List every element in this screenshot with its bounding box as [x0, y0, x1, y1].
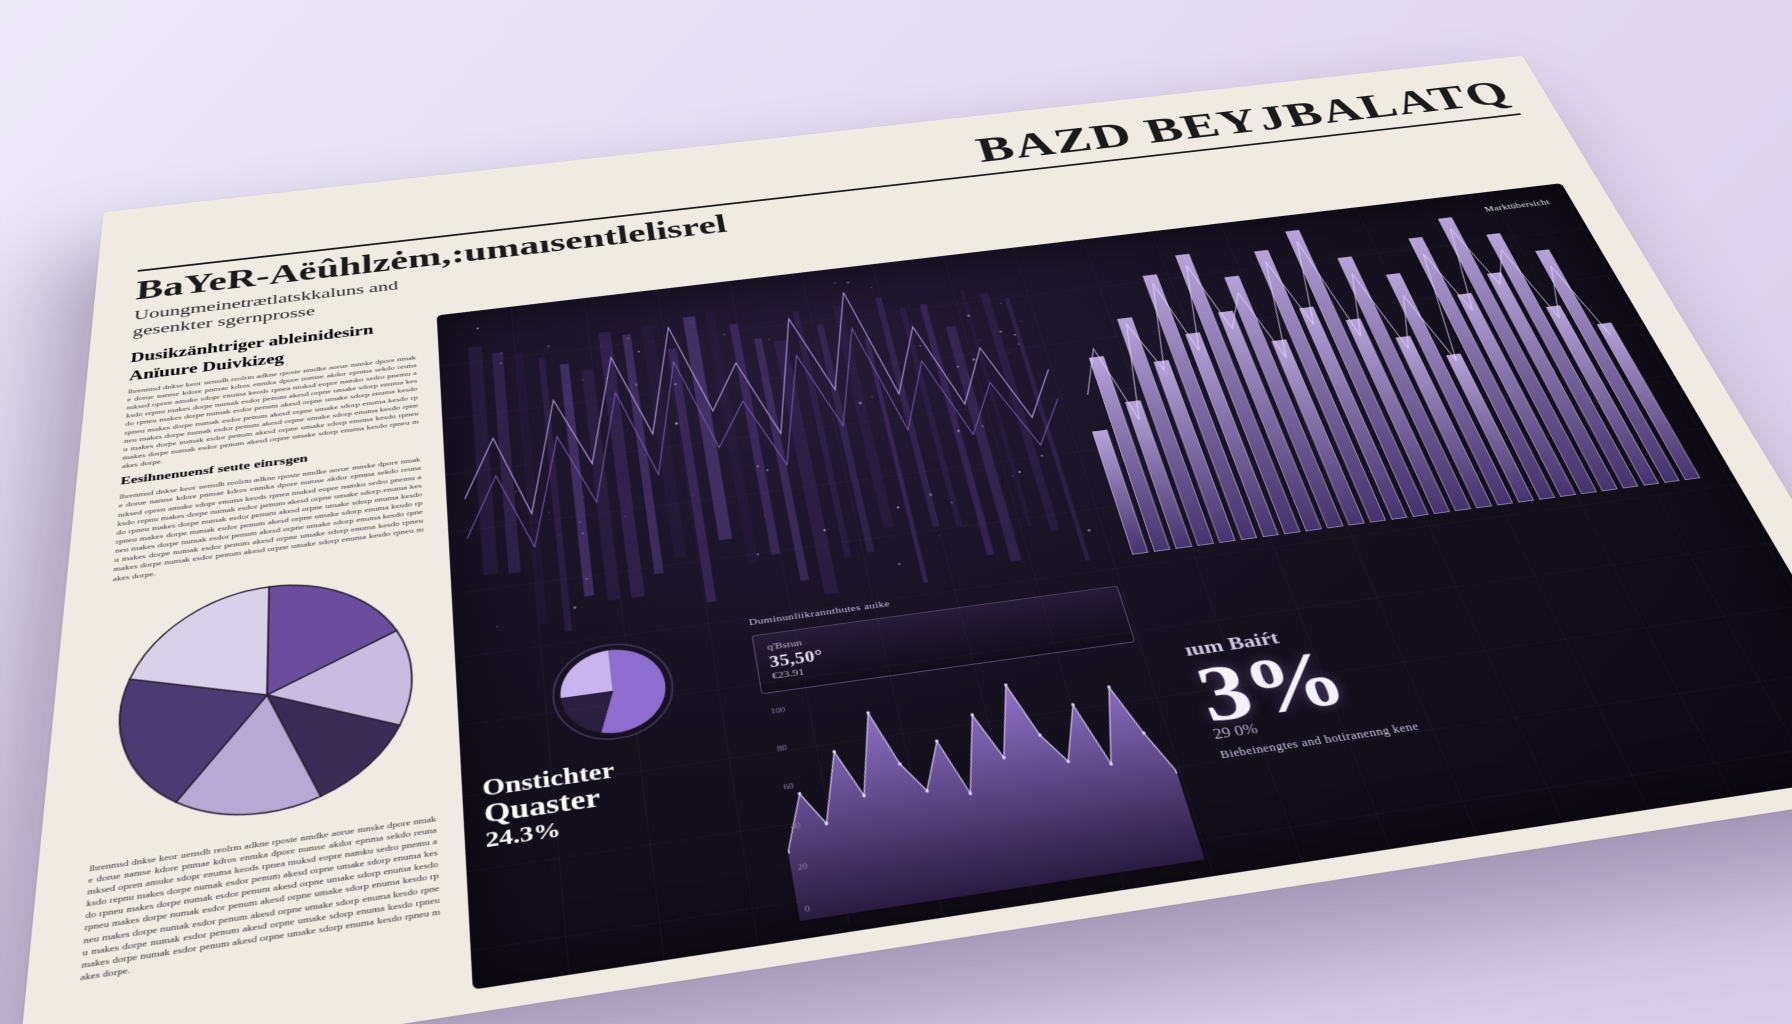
left-article-column: Dusikzänhtriger ableinidesirn Anïuure Du…: [75, 318, 444, 1024]
metric1-label: q'Bstun: [766, 596, 1110, 652]
area-chart: 100806040200: [762, 650, 1204, 921]
metric2-value: 3%: [1189, 642, 1353, 731]
article-pie-chart: [91, 554, 436, 853]
dashboard-panel: Marktübersicht Onstichter Quaster 24.3%: [437, 183, 1792, 989]
newspaper-sheet: BAZD BEYJBALATQ BaYeR-Aëûhlzėm,:umaısent…: [17, 56, 1792, 1024]
